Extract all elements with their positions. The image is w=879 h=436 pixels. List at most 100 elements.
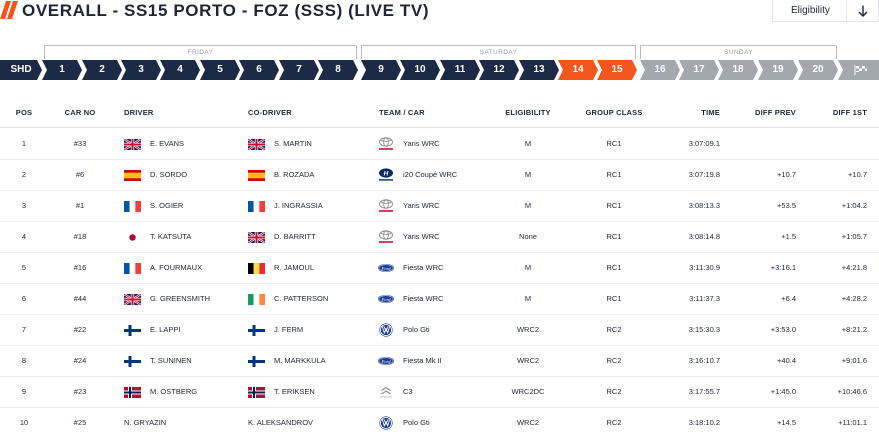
eligibility: None [519, 232, 537, 241]
driver[interactable]: G. GREENSMITH [124, 284, 244, 314]
stage-15[interactable]: 15 [597, 60, 637, 80]
col-diff-1st[interactable]: DIFF 1ST [832, 108, 867, 117]
car-number: #6 [75, 170, 85, 179]
stage-5[interactable]: 5 [200, 60, 240, 80]
table-row[interactable]: 7 #22 E. LAPPI J. FERM Polo Gti WRC2 RC2 3:15:3… [0, 315, 879, 346]
diff-first [800, 129, 867, 159]
col-group-class[interactable]: GROUP CLASS [585, 108, 643, 117]
diff-first: +8:21.2 [841, 325, 867, 334]
driver[interactable]: M. OSTBERG [124, 377, 244, 407]
driver-name: S. OGIER [150, 201, 184, 210]
co-driver-name: D. BARRITT [274, 232, 316, 241]
stage-finish[interactable] [838, 60, 879, 80]
france-flag-icon [124, 200, 141, 212]
eligibility: M [524, 201, 532, 210]
driver[interactable]: T. KATSUTA [124, 222, 244, 252]
driver[interactable]: A. FOURMAUX [124, 253, 244, 283]
position: 4 [21, 232, 27, 241]
co-driver-name: R. JAMOUL [274, 263, 315, 272]
volkswagen-logo-icon [379, 416, 393, 430]
co-driver[interactable]: J. FERM [248, 315, 376, 345]
stage-13[interactable]: 13 [519, 60, 559, 80]
table-row[interactable]: 1 #33 E. EVANS S. MARTIN Yaris WRC M RC1 3:07:0… [0, 129, 879, 160]
table-row[interactable]: 3 #1 S. OGIER J. INGRASSIA Yaris WRC M RC1 3:08… [0, 191, 879, 222]
car-model: i20 Coupé WRC [403, 170, 458, 179]
car-number: #24 [73, 356, 87, 365]
stage-3[interactable]: 3 [121, 60, 161, 80]
car-number: #25 [73, 418, 87, 427]
stage-10[interactable]: 10 [400, 60, 440, 80]
col-pos[interactable]: POS [15, 108, 33, 117]
car-number: #18 [73, 232, 87, 241]
table-row[interactable]: 10 #25 N. GRYAZIN K. ALEKSANDROV Polo Gti WRC… [0, 408, 879, 436]
driver[interactable]: T. SUNINEN [124, 346, 244, 376]
group-class: RC1 [606, 263, 622, 272]
ireland-flag-icon [248, 293, 265, 305]
stage-11[interactable]: 11 [440, 60, 480, 80]
table-row[interactable]: 6 #44 G. GREENSMITH C. PATTERSON Ford Fiesta … [0, 284, 879, 315]
page-title: OVERALL - SS15 PORTO - FOZ (SSS) (LIVE T… [22, 1, 430, 20]
stage-7[interactable]: 7 [279, 60, 319, 80]
stage-shd[interactable]: SHD [0, 60, 42, 80]
stage-9[interactable]: 9 [361, 60, 401, 80]
diff-first: +1:05.7 [841, 232, 867, 241]
driver[interactable]: D. SORDO [124, 160, 244, 190]
eligibility-filter[interactable]: Eligibility [772, 0, 879, 22]
car-model: Fiesta WRC [403, 294, 444, 303]
co-driver[interactable]: B. ROZADA [248, 160, 376, 190]
eligibility: M [524, 139, 532, 148]
co-driver[interactable]: J. INGRASSIA [248, 191, 376, 221]
col-diff-prev[interactable]: DIFF PREV [755, 108, 796, 117]
col-driver[interactable]: DRIVER [124, 108, 154, 117]
diff-prev: +6.4 [781, 294, 796, 303]
ford-logo-icon: Ford [378, 357, 394, 365]
stage-12[interactable]: 12 [479, 60, 519, 80]
co-driver[interactable]: M. MARKKULA [248, 346, 376, 376]
table-row[interactable]: 8 #24 T. SUNINEN M. MARKKULA Ford Fiesta Mk I… [0, 346, 879, 377]
co-driver[interactable]: K. ALEKSANDROV [248, 408, 376, 436]
team-car: Polo Gti [376, 408, 496, 436]
total-time: 3:11:37.3 [689, 294, 720, 303]
table-row[interactable]: 9 #23 M. OSTBERG T. ERIKSEN C3 WRC2DC RC2 3:17:… [0, 377, 879, 408]
col-time[interactable]: TIME [701, 108, 720, 117]
stage-17[interactable]: 17 [679, 60, 719, 80]
stage-8[interactable]: 8 [318, 60, 358, 80]
diff-first: +4:21.8 [841, 263, 867, 272]
sort-toggle-button[interactable] [846, 0, 878, 22]
driver[interactable]: E. EVANS [124, 129, 244, 159]
group-class: RC1 [606, 139, 622, 148]
toyota-logo-icon [379, 199, 393, 212]
eligibility: WRC2DC [511, 387, 545, 396]
stage-6[interactable]: 6 [239, 60, 279, 80]
driver[interactable]: S. OGIER [124, 191, 244, 221]
col-team-car[interactable]: TEAM / CAR [379, 108, 425, 117]
stage-16[interactable]: 16 [640, 60, 680, 80]
diff-prev: +10.7 [777, 170, 796, 179]
group-class: RC2 [606, 387, 622, 396]
col-car-no[interactable]: CAR NO [64, 108, 96, 117]
day-group-saturday: SATURDAY [361, 45, 636, 59]
table-row[interactable]: 5 #16 A. FOURMAUX R. JAMOUL Ford Fiesta WRC M R… [0, 253, 879, 284]
finland-flag-icon [248, 355, 265, 367]
stage-19[interactable]: 19 [758, 60, 798, 80]
car-model: Fiesta Mk II [403, 356, 442, 365]
stage-14[interactable]: 14 [558, 60, 598, 80]
co-driver[interactable]: T. ERIKSEN [248, 377, 376, 407]
co-driver[interactable]: S. MARTIN [248, 129, 376, 159]
stage-4[interactable]: 4 [160, 60, 200, 80]
stage-20[interactable]: 20 [798, 60, 838, 80]
car-model: Fiesta WRC [403, 263, 444, 272]
co-driver[interactable]: D. BARRITT [248, 222, 376, 252]
table-row[interactable]: 4 #18 T. KATSUTA D. BARRITT Yaris WRC None RC1… [0, 222, 879, 253]
col-co-driver[interactable]: CO-DRIVER [248, 108, 292, 117]
driver[interactable]: N. GRYAZIN [124, 408, 244, 436]
co-driver[interactable]: R. JAMOUL [248, 253, 376, 283]
stage-2[interactable]: 2 [82, 60, 122, 80]
stage-18[interactable]: 18 [718, 60, 758, 80]
col-eligibility[interactable]: ELIGIBILITY [505, 108, 551, 117]
co-driver[interactable]: C. PATTERSON [248, 284, 376, 314]
driver[interactable]: E. LAPPI [124, 315, 244, 345]
position: 5 [21, 263, 27, 272]
stage-1[interactable]: 1 [42, 60, 82, 80]
